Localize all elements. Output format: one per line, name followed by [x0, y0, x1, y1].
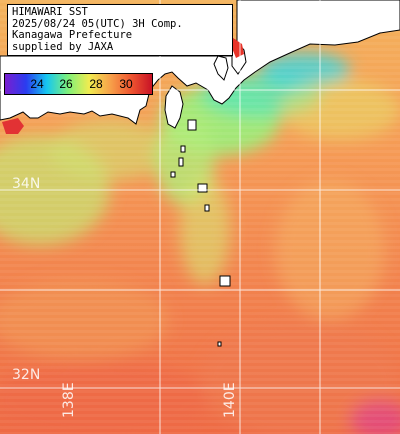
region-name: Kanagawa Prefecture: [12, 29, 133, 41]
temperature-colorbar: 24 26 28 30: [4, 73, 153, 95]
colorbar-tick-24: 24: [30, 77, 44, 91]
timestamp: 2025/08/24 05(UTC) 3H Comp.: [12, 17, 183, 30]
miura-peninsula: [213, 55, 229, 81]
tokyo-bay-red: [232, 38, 244, 58]
island-hachijojima: [219, 275, 231, 287]
island-niijima: [178, 157, 184, 167]
product-title: HIMAWARI SST: [12, 6, 88, 18]
island-miyakejima: [197, 183, 208, 193]
map-info-box: HIMAWARI SST 2025/08/24 05(UTC) 3H Comp.…: [7, 4, 233, 56]
latitude-label-32n: 32N: [12, 367, 41, 383]
island-aogashima: [217, 341, 222, 347]
island-oshima: [187, 119, 197, 131]
colorbar-tick-26: 26: [59, 77, 73, 91]
island-mikurajima: [204, 204, 210, 212]
colorbar-tick-30: 30: [119, 77, 133, 91]
suruga-red: [2, 118, 24, 134]
data-source: supplied by JAXA: [12, 40, 114, 53]
island-toshima: [180, 145, 186, 153]
colorbar-tick-28: 28: [89, 77, 103, 91]
longitude-label-140e: 140E: [222, 382, 238, 418]
longitude-label-138e: 138E: [61, 382, 77, 418]
latitude-label-34n: 34N: [12, 176, 41, 192]
izu-peninsula: [164, 85, 184, 129]
island-kozushima: [170, 171, 176, 178]
